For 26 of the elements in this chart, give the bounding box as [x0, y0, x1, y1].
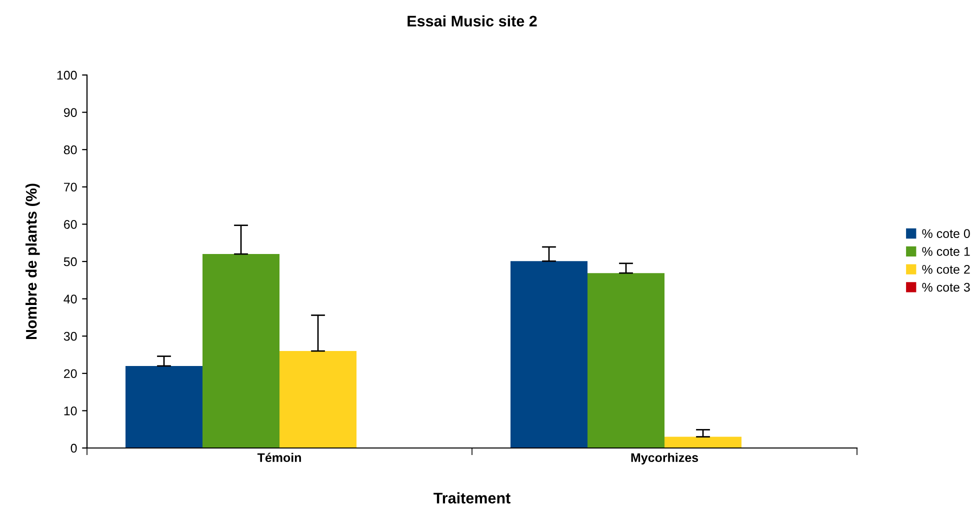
legend-label: % cote 0 — [922, 229, 970, 238]
bar — [202, 254, 280, 448]
x-tick-label: Témoin — [257, 452, 301, 462]
bar — [588, 273, 664, 448]
y-tick-label: 30 — [64, 332, 77, 341]
bar — [280, 351, 356, 448]
x-tick-label: Mycorhizes — [631, 452, 698, 465]
legend-label: % cote 1 — [922, 247, 970, 256]
y-tick-label: 20 — [64, 369, 77, 378]
legend-label: % cote 2 — [922, 264, 970, 274]
y-tick-label: 100 — [57, 70, 77, 80]
x-axis-title: Traitement — [434, 492, 510, 504]
y-tick-label: 10 — [64, 406, 77, 416]
bar — [664, 436, 742, 448]
legend-label: % cote 3 — [922, 282, 970, 292]
chart-title: Essai Music site 2 — [408, 15, 537, 27]
y-tick-label: 0 — [70, 444, 77, 453]
y-tick-label: 40 — [64, 294, 77, 304]
y-tick-label: 80 — [64, 145, 77, 154]
bar — [126, 366, 202, 448]
y-tick-label: 50 — [64, 257, 77, 266]
y-tick-label: 70 — [64, 182, 77, 192]
y-tick-label: 60 — [64, 220, 77, 229]
y-axis-title: Nombre de plants (%) — [26, 184, 40, 339]
bar — [510, 261, 588, 448]
y-tick-label: 90 — [64, 108, 77, 117]
